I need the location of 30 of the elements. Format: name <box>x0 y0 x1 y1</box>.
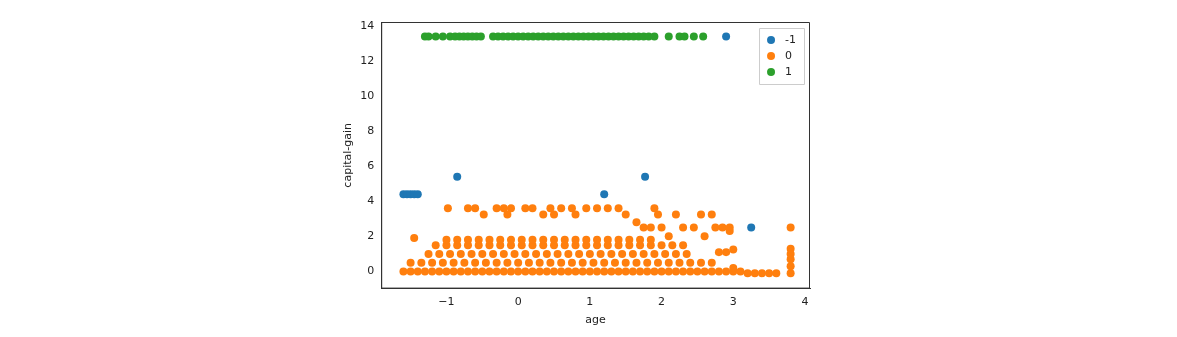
point <box>641 172 650 181</box>
y-tick-label: 8 <box>367 124 375 138</box>
x-axis-title: age <box>585 313 607 327</box>
x-tick-label: −1 <box>438 295 455 309</box>
y-tick-label: 2 <box>367 229 375 243</box>
x-tick-label: 4 <box>801 295 809 309</box>
y-tick-label: 0 <box>367 264 375 278</box>
y-axis-title: capital-gain <box>341 122 355 188</box>
point <box>438 32 447 41</box>
point <box>722 32 731 41</box>
point <box>664 32 673 41</box>
point <box>600 190 609 199</box>
y-tick-label: 6 <box>367 159 375 173</box>
point <box>689 32 698 41</box>
x-tick-label: 2 <box>658 295 666 309</box>
legend-label: -1 <box>785 32 796 46</box>
x-tick-label: 3 <box>729 295 737 309</box>
y-tick-label: 12 <box>360 53 375 67</box>
point <box>699 32 708 41</box>
x-tick-label: 1 <box>586 295 594 309</box>
point <box>650 32 659 41</box>
point <box>431 32 440 41</box>
y-tick-label: 14 <box>360 18 375 32</box>
legend-label: 1 <box>785 64 793 78</box>
x-tick-label: 0 <box>514 295 522 309</box>
y-tick-label: 4 <box>367 194 375 208</box>
point <box>453 172 462 181</box>
legend-label: 0 <box>785 48 793 62</box>
point <box>747 223 756 232</box>
y-tick-label: 10 <box>360 89 375 102</box>
